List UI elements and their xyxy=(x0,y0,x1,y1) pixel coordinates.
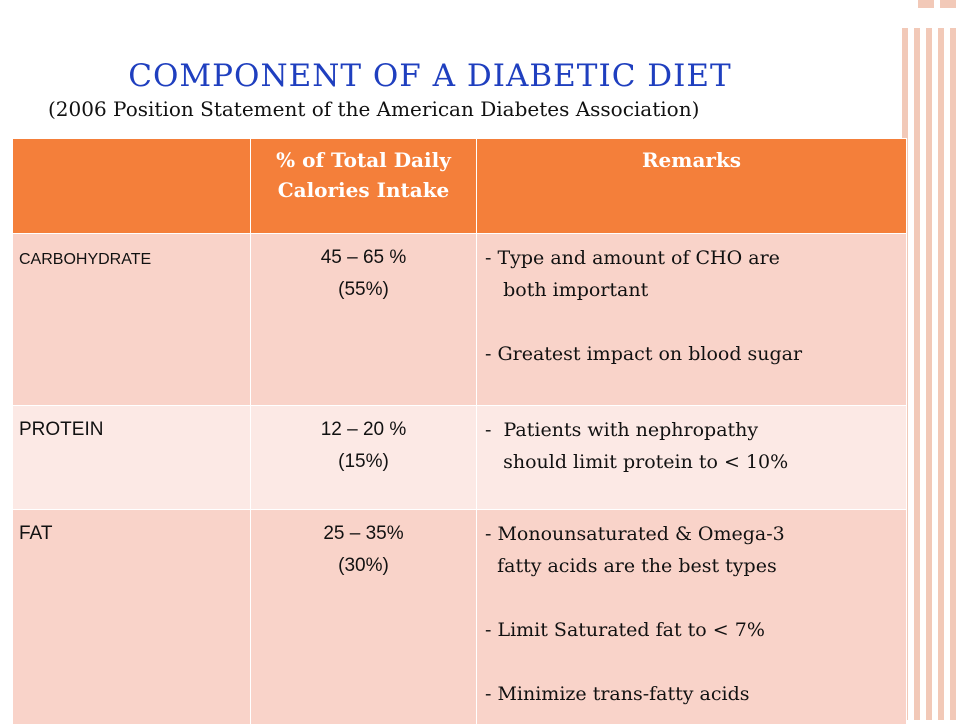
decorative-stripes xyxy=(900,0,960,720)
header-nutrient xyxy=(12,138,251,234)
remark-item: - Type and amount of CHO are both import… xyxy=(485,247,780,301)
nutrient-cell: PROTEIN xyxy=(12,405,251,510)
percent-typical: (55%) xyxy=(338,279,389,300)
table-row: CARBOHYDRATE 45 – 65 % (55%) - Type and … xyxy=(12,233,907,406)
table-header-row: % of Total Daily Calories Intake Remarks xyxy=(12,138,907,234)
percent-cell: 25 – 35% (30%) xyxy=(250,509,477,725)
percent-range: 45 – 65 % xyxy=(320,247,407,268)
percent-typical: (30%) xyxy=(338,555,389,576)
nutrient-cell: CARBOHYDRATE xyxy=(12,233,251,406)
remark-item: - Monounsaturated & Omega-3 fatty acids … xyxy=(485,523,785,577)
remark-item: - Greatest impact on blood sugar xyxy=(485,343,803,365)
percent-cell: 45 – 65 % (55%) xyxy=(250,233,477,406)
remark-item: - Patients with nephropathy should limit… xyxy=(485,419,789,473)
header-remarks: Remarks xyxy=(476,138,907,234)
header-percent-calories: % of Total Daily Calories Intake xyxy=(250,138,477,234)
diet-table: % of Total Daily Calories Intake Remarks… xyxy=(12,138,907,725)
remarks-cell: - Type and amount of CHO are both import… xyxy=(476,233,907,406)
nutrient-cell: FAT xyxy=(12,509,251,725)
remark-item: - Minimize trans-fatty acids xyxy=(485,683,750,705)
remarks-cell: - Monounsaturated & Omega-3 fatty acids … xyxy=(476,509,907,725)
percent-range: 25 – 35% xyxy=(323,523,404,544)
percent-typical: (15%) xyxy=(338,451,389,472)
table-row: FAT 25 – 35% (30%) - Monounsaturated & O… xyxy=(12,509,907,725)
percent-range: 12 – 20 % xyxy=(320,419,407,440)
slide-subtitle: (2006 Position Statement of the American… xyxy=(48,97,700,121)
percent-cell: 12 – 20 % (15%) xyxy=(250,405,477,510)
remark-item: - Limit Saturated fat to < 7% xyxy=(485,619,765,641)
slide-title: COMPONENT OF A DIABETIC DIET xyxy=(128,58,732,94)
remarks-cell: - Patients with nephropathy should limit… xyxy=(476,405,907,510)
table-row: PROTEIN 12 – 20 % (15%) - Patients with … xyxy=(12,405,907,510)
